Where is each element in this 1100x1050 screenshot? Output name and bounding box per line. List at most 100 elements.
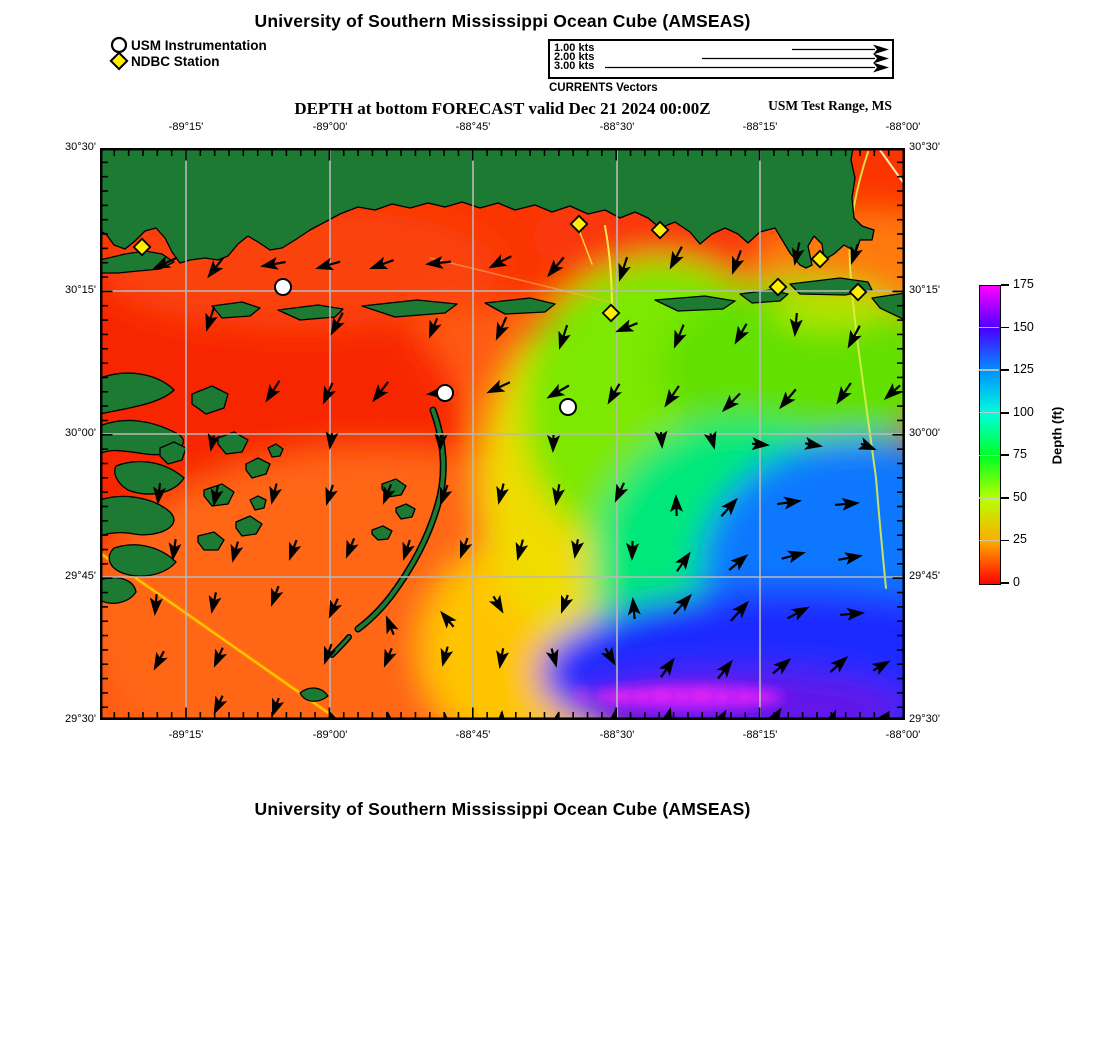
- current-arrow-head: [773, 658, 792, 675]
- current-arrow-icon: [496, 483, 509, 505]
- current-arrow-head: [168, 542, 182, 561]
- current-arrow-head: [836, 385, 852, 405]
- current-arrow-head: [269, 485, 282, 505]
- current-arrow-icon: [459, 537, 473, 559]
- colorbar-tick: [1001, 454, 1009, 457]
- current-arrow-icon: [496, 648, 510, 669]
- current-arrow-head: [627, 597, 641, 616]
- current-arrow-icon: [571, 539, 585, 559]
- current-arrow-icon: [721, 392, 741, 413]
- x-axis-label-bottom: -88°15': [742, 729, 778, 741]
- vector-scale-arrowhead-icon: [873, 53, 889, 64]
- ndbc-station-marker: [768, 277, 788, 297]
- current-arrow-icon: [751, 437, 770, 451]
- current-arrow-icon: [728, 554, 749, 571]
- current-arrow-icon: [716, 659, 733, 680]
- current-arrow-head: [385, 615, 399, 635]
- current-arrow-icon: [385, 615, 399, 636]
- current-arrow-icon: [627, 597, 641, 620]
- current-arrow-head: [369, 256, 389, 270]
- current-arrow-icon: [382, 483, 396, 505]
- current-arrow-head: [440, 647, 454, 667]
- current-arrow-icon: [345, 537, 359, 559]
- usm-circle-marker-icon: [110, 36, 128, 54]
- current-arrow-head: [841, 497, 860, 511]
- ndbc-station-marker: [132, 237, 152, 257]
- current-arrow-head: [153, 486, 167, 505]
- current-arrow-icon: [670, 494, 684, 517]
- current-arrow-icon: [271, 697, 285, 717]
- x-axis-label-top: -88°45': [455, 121, 491, 133]
- current-arrow-icon: [560, 594, 574, 614]
- barrier-island: [484, 297, 556, 315]
- vector-scale-label: 3.00 kts: [554, 60, 595, 73]
- current-arrow-head: [871, 660, 891, 676]
- current-arrow-icon: [781, 550, 806, 564]
- current-arrow-icon: [791, 242, 805, 266]
- x-axis-label-top: -89°15': [168, 121, 204, 133]
- current-arrow-head: [323, 645, 337, 665]
- current-arrow-head: [486, 379, 506, 394]
- y-axis-label-left: 29°30': [65, 713, 96, 725]
- current-arrow-head: [459, 539, 473, 559]
- current-arrow-icon: [545, 648, 559, 668]
- x-axis-label-top: -88°00': [885, 121, 921, 133]
- current-arrow-icon: [153, 650, 168, 671]
- current-arrow-head: [545, 648, 559, 668]
- current-arrow-icon: [210, 485, 224, 507]
- current-arrow-icon: [607, 383, 623, 405]
- current-arrow-icon: [152, 255, 177, 270]
- current-arrow-head: [846, 607, 865, 621]
- current-arrow-icon: [787, 606, 810, 621]
- barrier-island: [211, 301, 261, 319]
- ndbc-diamond-marker-icon: [109, 51, 129, 71]
- current-arrow-head: [325, 486, 338, 506]
- colorbar-tick-label: 0: [1013, 575, 1020, 589]
- current-arrow-icon: [269, 483, 282, 505]
- current-arrow-icon: [883, 383, 902, 401]
- vector-scale-arrowhead-icon: [873, 44, 889, 55]
- current-arrow-icon: [600, 646, 616, 666]
- current-arrow-head: [515, 541, 529, 561]
- x-axis-label-bottom: -88°45': [455, 729, 491, 741]
- current-arrow-icon: [213, 695, 228, 715]
- current-arrow-icon: [425, 255, 451, 269]
- current-arrow-icon: [731, 250, 745, 275]
- current-arrow-icon: [207, 257, 225, 279]
- current-arrow-head: [664, 388, 680, 408]
- current-arrow-head: [783, 496, 802, 510]
- current-arrow-icon: [703, 430, 717, 450]
- x-axis-label-bottom: -88°30': [599, 729, 635, 741]
- colorbar-tick-label: 75: [1013, 447, 1027, 462]
- current-vector-arrows: [149, 242, 902, 720]
- current-arrow-icon: [836, 382, 852, 405]
- current-arrow-head: [830, 655, 849, 673]
- current-arrow-head: [425, 255, 444, 269]
- current-arrow-icon: [323, 643, 337, 665]
- current-arrow-head: [675, 551, 691, 571]
- y-axis-label-right: 30°30': [909, 141, 940, 153]
- y-axis-label-right: 30°00': [909, 427, 940, 439]
- vector-scale-arrowhead-icon: [873, 62, 889, 73]
- current-arrow-icon: [288, 539, 302, 561]
- current-arrow-icon: [659, 657, 675, 678]
- vector-scale-label: 1.00 kts: [554, 41, 595, 54]
- current-arrow-head: [721, 394, 740, 413]
- current-arrow-icon: [322, 382, 337, 405]
- current-arrow-head: [372, 384, 389, 403]
- current-arrow-icon: [260, 256, 286, 270]
- current-arrow-head: [654, 430, 668, 449]
- axis-ticks: [102, 150, 903, 718]
- current-arrow-head: [382, 485, 396, 505]
- current-arrow-icon: [325, 484, 338, 506]
- ndbc-station-marker: [601, 303, 621, 323]
- current-arrow-head: [270, 587, 284, 607]
- x-axis-label-top: -88°15': [742, 121, 778, 133]
- current-arrow-head: [440, 610, 457, 629]
- current-arrow-head: [208, 594, 222, 614]
- y-axis-label-left: 30°15': [65, 284, 96, 296]
- current-arrow-head: [271, 697, 285, 717]
- current-arrow-head: [734, 325, 750, 345]
- colorbar-gridline: [979, 497, 999, 499]
